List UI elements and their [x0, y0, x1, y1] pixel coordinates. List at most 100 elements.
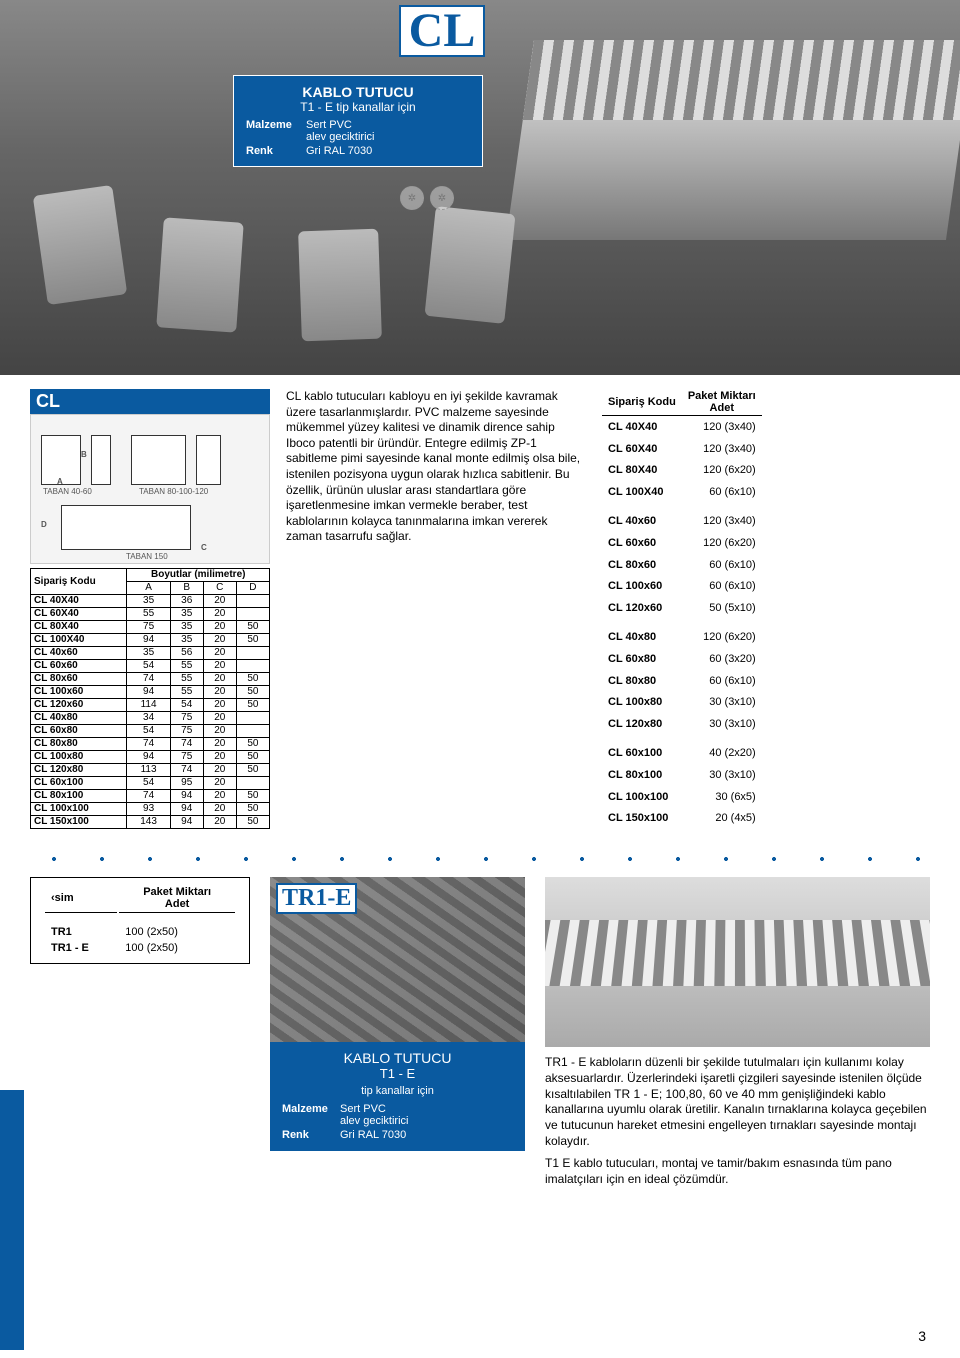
pack-cell-code: CL 60x80 [602, 648, 682, 670]
dim-cell: 35 [127, 595, 170, 608]
pack-row: CL 60x8060 (3x20) [602, 648, 762, 670]
hero-spec-val-1: Gri RAL 7030 [304, 144, 472, 158]
trbox-row-name: TR1 [45, 925, 117, 939]
dim-cell: 55 [170, 673, 203, 686]
pack-table: Sipariş Kodu Paket Miktarı Adet CL 40X40… [602, 389, 762, 829]
cert-icon: ✲ [430, 186, 454, 210]
dim-cell-code: CL 60x100 [31, 777, 127, 790]
tr1e-info-box: KABLO TUTUCU T1 - E tip kanallar için Ma… [270, 1042, 525, 1151]
tr-box-table: ‹sim Paket Miktarı Adet TR1 100 (2x50) T… [30, 877, 250, 964]
pack-cell-code: CL 60X40 [602, 438, 682, 460]
hero-product-title: KABLO TUTUCU [244, 84, 472, 100]
cert-icons: ✲ ✲ [400, 186, 454, 210]
dim-cell-code: CL 80x60 [31, 673, 127, 686]
dim-cell: 94 [127, 634, 170, 647]
tr-box-wrap: ‹sim Paket Miktarı Adet TR1 100 (2x50) T… [30, 877, 250, 964]
diagram-label-B: B [81, 450, 87, 459]
dim-cell [236, 647, 269, 660]
pack-row: CL 60x10040 (2x20) [602, 743, 762, 765]
dim-cell: 94 [127, 686, 170, 699]
pack-cell-qty: 120 (6x20) [682, 532, 762, 554]
dim-cell [236, 595, 269, 608]
dim-col-B: B [170, 582, 203, 595]
pack-cell-qty: 30 (3x10) [682, 713, 762, 735]
dim-cell: 34 [127, 712, 170, 725]
dim-cell: 95 [170, 777, 203, 790]
dim-cell: 50 [236, 803, 269, 816]
pack-row: CL 60x60120 (6x20) [602, 532, 762, 554]
dim-row: CL 80x6074552050 [31, 673, 270, 686]
dim-row: CL 60x80547520 [31, 725, 270, 738]
tr1e-spec-k1: Renk [282, 1129, 338, 1141]
dim-cell: 20 [203, 686, 236, 699]
trbox-row-qty: 100 (2x50) [119, 925, 235, 939]
dim-cell-code: CL 100X40 [31, 634, 127, 647]
pack-row: CL 100x10030 (6x5) [602, 786, 762, 808]
dimension-diagram: TABAN 40-60 TABAN 80-100-120 TABAN 150 A… [30, 414, 270, 564]
dim-cell: 50 [236, 673, 269, 686]
pack-cell-code: CL 40x80 [602, 627, 682, 649]
dim-cell-code: CL 80X40 [31, 621, 127, 634]
pack-cell-qty: 20 (4x5) [682, 807, 762, 829]
pack-row: CL 80x10030 (3x10) [602, 764, 762, 786]
dim-cell: 74 [127, 738, 170, 751]
pack-row: CL 80X40120 (6x20) [602, 459, 762, 481]
description-column: CL kablo tutucuları kabloyu en iyi şekil… [286, 389, 586, 829]
dim-row: CL 60X40553520 [31, 608, 270, 621]
tr1e-spec-v1: Gri RAL 7030 [340, 1129, 408, 1141]
pack-row: CL 80x8060 (6x10) [602, 670, 762, 692]
dim-cell: 36 [170, 595, 203, 608]
pack-row: CL 40X40120 (3x40) [602, 416, 762, 438]
hero-product-subtitle: T1 - E tip kanallar için [244, 100, 472, 114]
dim-cell [236, 712, 269, 725]
product-description: CL kablo tutucuları kabloyu en iyi şekil… [286, 389, 586, 545]
dim-cell: 35 [170, 621, 203, 634]
dim-head-code: Sipariş Kodu [31, 569, 127, 595]
dim-row: CL 100x8094752050 [31, 751, 270, 764]
dimensions-table: Sipariş Kodu Boyutlar (milimetre) A B C … [30, 568, 270, 829]
pack-row: CL 120x6050 (5x10) [602, 597, 762, 619]
cl-logo-badge: CL [392, 5, 492, 57]
dim-row: CL 120x80113742050 [31, 764, 270, 777]
pack-cell-qty: 50 (5x10) [682, 597, 762, 619]
tr1e-spec-v0: Sert PVC alev geciktirici [340, 1103, 408, 1127]
cl-logo-text: CL [399, 5, 486, 57]
dim-cell: 54 [127, 725, 170, 738]
dim-cell [236, 777, 269, 790]
tr1e-column: TR1-E KABLO TUTUCU T1 - E tip kanallar i… [270, 877, 525, 1151]
dim-cell: 20 [203, 712, 236, 725]
tr1e-para1: TR1 - E kabloların düzenli bir şekilde t… [545, 1055, 930, 1150]
dim-col-D: D [236, 582, 269, 595]
diagram-label: TABAN 40-60 [43, 487, 92, 496]
tr1e-photo: TR1-E [270, 877, 525, 1042]
channel-photo [545, 877, 930, 1047]
tr1e-para2: T1 E kablo tutucuları, montaj ve tamir/b… [545, 1156, 930, 1188]
dim-cell: 20 [203, 647, 236, 660]
pack-cell-code: CL 40X40 [602, 416, 682, 438]
diagram-label: TABAN 80-100-120 [139, 487, 208, 496]
dim-cell: 20 [203, 816, 236, 829]
dim-cell: 113 [127, 764, 170, 777]
pack-row: CL 100X4060 (6x10) [602, 481, 762, 503]
pack-cell-qty: 30 (3x10) [682, 691, 762, 713]
pack-cell-code: CL 100x80 [602, 691, 682, 713]
dim-col-C: C [203, 582, 236, 595]
pack-cell-code: CL 60x60 [602, 532, 682, 554]
dim-cell-code: CL 100x100 [31, 803, 127, 816]
dim-cell-code: CL 60X40 [31, 608, 127, 621]
dim-cell: 50 [236, 790, 269, 803]
dim-row: CL 120x60114542050 [31, 699, 270, 712]
dim-row: CL 40x80347520 [31, 712, 270, 725]
pack-cell-code: CL 150x100 [602, 807, 682, 829]
hero-spec-key-1: Renk [244, 144, 304, 158]
dim-cell: 143 [127, 816, 170, 829]
dim-col-A: A [127, 582, 170, 595]
tr1e-title: KABLO TUTUCU [280, 1050, 515, 1066]
pack-cell-code: CL 80x100 [602, 764, 682, 786]
dim-cell: 20 [203, 803, 236, 816]
dim-cell [236, 608, 269, 621]
pack-row: CL 100x8030 (3x10) [602, 691, 762, 713]
pack-cell-code: CL 40x60 [602, 511, 682, 533]
dim-cell: 20 [203, 738, 236, 751]
dim-row: CL 100x6094552050 [31, 686, 270, 699]
